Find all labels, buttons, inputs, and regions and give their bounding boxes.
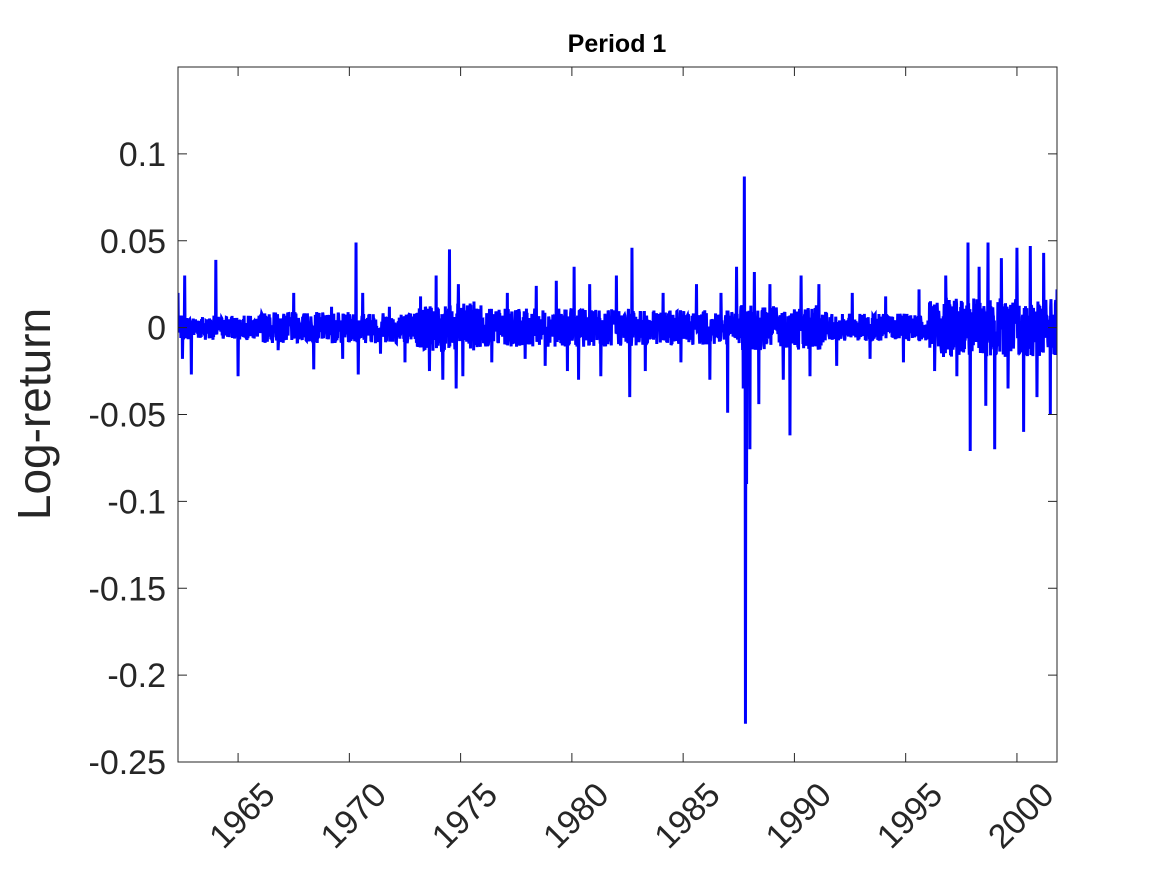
- y-tick-label: -0.15: [89, 570, 167, 608]
- x-tick-label: 1990: [759, 776, 839, 856]
- y-tick-label: -0.1: [107, 483, 166, 521]
- y-tick-label: -0.05: [89, 397, 167, 435]
- y-tick-label: 0.1: [119, 136, 166, 174]
- x-tick-label: 1970: [313, 776, 393, 856]
- x-tick-label: 2000: [981, 776, 1061, 856]
- series-line-0: [178, 176, 1057, 724]
- y-tick-label: -0.2: [107, 657, 166, 695]
- y-axis-label: Log-return: [8, 308, 60, 520]
- x-tick-label: 1985: [647, 776, 727, 856]
- x-tick-label: 1965: [202, 776, 282, 856]
- axis-ticks: -0.25 -0.2 -0.15 -0.1 -0.05 0 0.05 0.1 1965 1970 1…: [89, 67, 1061, 856]
- y-tick-label: 0.05: [100, 223, 166, 261]
- y-tick-label: -0.25: [89, 744, 167, 782]
- y-tick-label: 0: [147, 310, 166, 348]
- chart-title: Period 1: [568, 30, 667, 58]
- plot-area: [178, 176, 1057, 724]
- axes-frame: [177, 66, 1058, 763]
- x-tick-label: 1995: [870, 776, 950, 856]
- x-tick-label: 1975: [425, 776, 505, 856]
- x-tick-label: 1980: [536, 776, 616, 856]
